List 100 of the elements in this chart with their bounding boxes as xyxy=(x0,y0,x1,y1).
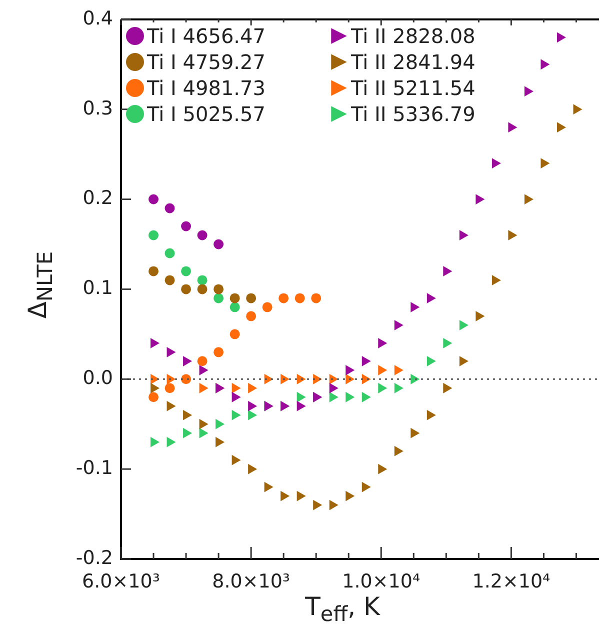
point xyxy=(248,410,258,420)
y-tick-label: 0.4 xyxy=(82,7,113,30)
point xyxy=(573,104,582,115)
x-tick-label: 1.0×10⁴ xyxy=(342,570,420,592)
point xyxy=(524,194,534,204)
point xyxy=(410,302,420,312)
point xyxy=(280,374,290,384)
point xyxy=(150,338,160,348)
point xyxy=(148,230,159,240)
point xyxy=(181,284,192,294)
y-tick-label: 0.3 xyxy=(82,97,113,120)
point xyxy=(230,329,240,340)
point xyxy=(148,266,159,276)
point xyxy=(148,392,159,402)
point xyxy=(294,293,305,304)
point xyxy=(394,364,404,376)
y-tick-label: 0.0 xyxy=(82,367,113,390)
point xyxy=(362,392,371,402)
point xyxy=(443,338,452,348)
point xyxy=(329,392,338,402)
point xyxy=(296,490,306,502)
x-tick-label: 6.0×10³ xyxy=(82,570,160,592)
point xyxy=(216,436,225,448)
point xyxy=(199,428,208,438)
point xyxy=(164,383,175,394)
point xyxy=(199,418,208,430)
point xyxy=(181,266,192,276)
point xyxy=(214,239,224,250)
point xyxy=(199,364,208,376)
point xyxy=(246,293,256,304)
point xyxy=(540,158,550,168)
point xyxy=(248,382,258,394)
point xyxy=(346,364,355,376)
point xyxy=(232,410,241,420)
point xyxy=(164,275,175,286)
legend-label: Ti I 4656.47 xyxy=(147,24,266,48)
point xyxy=(197,230,208,240)
point xyxy=(476,310,485,322)
point xyxy=(394,446,404,456)
point xyxy=(459,356,468,366)
point xyxy=(540,59,550,70)
point xyxy=(183,356,192,366)
point xyxy=(556,122,566,133)
point xyxy=(378,338,388,348)
point xyxy=(148,194,159,204)
point xyxy=(443,382,452,394)
point xyxy=(296,400,306,412)
legend-label: Ti I 4981.73 xyxy=(147,76,266,100)
point xyxy=(378,464,388,474)
point xyxy=(346,374,355,384)
point xyxy=(459,320,468,330)
point xyxy=(378,364,388,376)
point xyxy=(410,428,420,438)
point xyxy=(164,248,175,258)
point xyxy=(183,428,192,438)
point xyxy=(296,374,306,384)
point xyxy=(556,32,566,43)
point xyxy=(443,266,452,276)
point xyxy=(296,392,306,402)
point xyxy=(492,158,501,168)
point xyxy=(492,275,501,286)
legend-label: Ti II 2828.08 xyxy=(351,24,476,48)
point xyxy=(197,356,208,366)
point xyxy=(394,382,404,394)
point xyxy=(214,284,224,294)
point xyxy=(150,382,160,394)
point xyxy=(378,382,388,394)
point xyxy=(394,320,404,330)
point xyxy=(232,392,241,402)
point xyxy=(199,382,208,394)
point xyxy=(216,418,225,430)
legend-label: Ti II 5336.79 xyxy=(351,102,476,126)
point xyxy=(197,284,208,294)
point xyxy=(248,464,258,474)
point xyxy=(232,382,241,394)
point xyxy=(214,347,224,358)
point xyxy=(508,230,518,240)
point xyxy=(232,454,241,466)
point xyxy=(280,490,290,502)
y-tick-label: -0.1 xyxy=(76,457,113,480)
y-tick-label: -0.2 xyxy=(76,546,113,569)
point xyxy=(166,436,176,448)
point xyxy=(181,221,192,232)
point xyxy=(362,482,371,492)
point xyxy=(362,356,371,366)
point xyxy=(230,293,240,304)
y-tick-label: 0.2 xyxy=(82,187,113,210)
point xyxy=(459,230,468,240)
point xyxy=(246,311,256,322)
point xyxy=(150,436,160,448)
point xyxy=(278,293,289,304)
point xyxy=(329,382,338,394)
point xyxy=(476,194,485,204)
point xyxy=(329,500,338,510)
point xyxy=(524,86,534,97)
point xyxy=(166,346,176,358)
point xyxy=(164,203,175,214)
point xyxy=(426,356,436,366)
point xyxy=(426,292,436,304)
y-tick-label: 0.1 xyxy=(82,277,113,300)
